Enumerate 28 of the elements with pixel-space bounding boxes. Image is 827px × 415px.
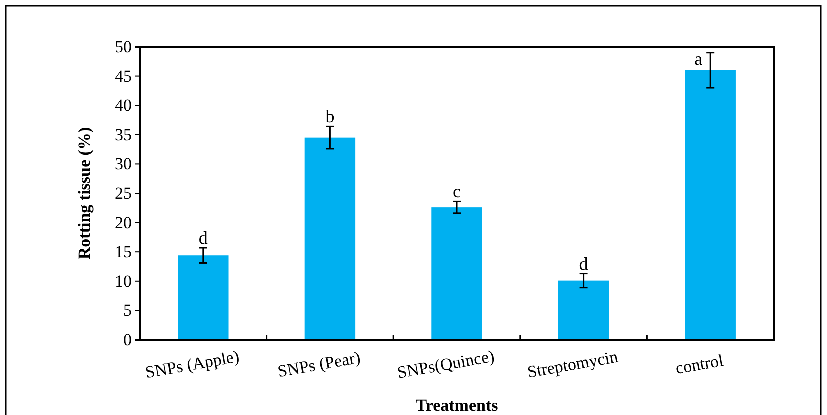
y-tick-label: 25 [115, 184, 132, 203]
y-tick-label: 50 [115, 37, 132, 56]
y-tick-label: 5 [124, 301, 132, 320]
y-tick-label: 10 [115, 272, 132, 291]
x-tick-label: SNPs(Quince) [396, 346, 496, 382]
x-tick-label: SNPs (Pear) [276, 348, 362, 382]
annotation: d [579, 254, 588, 274]
annotation: d [198, 228, 208, 248]
bar [178, 256, 229, 340]
annotation: b [326, 106, 335, 127]
annotation: a [694, 48, 703, 69]
x-axis-title: Treatments [416, 396, 499, 415]
bar [685, 70, 736, 340]
y-tick-label: 40 [115, 96, 132, 116]
annotation: c [453, 182, 461, 202]
y-tick-label: 30 [115, 154, 132, 174]
x-tick-label: control [674, 351, 726, 378]
bar [432, 208, 482, 340]
bar [558, 280, 610, 340]
x-tick-label: Streptomycin [526, 347, 620, 382]
x-tick-label: SNPs (Apple) [144, 346, 241, 382]
bar [304, 138, 356, 340]
y-tick-label: 0 [124, 330, 132, 350]
y-tick-label: 35 [115, 125, 132, 144]
y-axis-title: Rotting tissue (%) [75, 127, 94, 260]
y-tick-label: 45 [115, 66, 132, 86]
y-tick-label: 15 [115, 242, 132, 262]
y-tick-label: 20 [115, 213, 132, 232]
